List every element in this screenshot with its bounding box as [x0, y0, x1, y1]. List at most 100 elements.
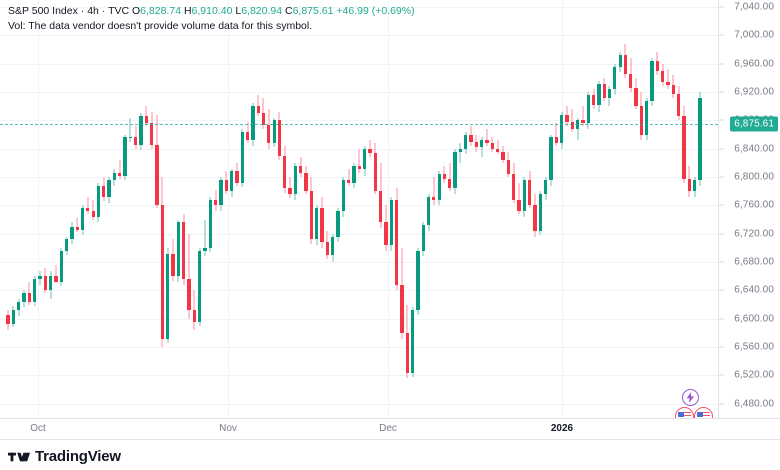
candlestick[interactable]: [16, 0, 21, 418]
time-axis[interactable]: Oct Nov Dec 2026: [0, 418, 780, 439]
price-axis[interactable]: 7,040.007,000.006,960.006,920.006,880.00…: [718, 0, 780, 418]
candlestick[interactable]: [197, 0, 202, 418]
candlestick[interactable]: [22, 0, 26, 418]
candlestick[interactable]: [347, 0, 351, 418]
candlestick[interactable]: [655, 0, 660, 418]
candlestick[interactable]: [677, 0, 681, 418]
candlestick[interactable]: [613, 0, 617, 418]
candlestick[interactable]: [453, 0, 457, 418]
candlestick[interactable]: [501, 0, 505, 418]
candlestick[interactable]: [586, 0, 590, 418]
candlestick[interactable]: [362, 0, 367, 418]
candlestick[interactable]: [480, 0, 484, 418]
candlestick[interactable]: [75, 0, 79, 418]
candlestick[interactable]: [666, 0, 670, 418]
candlestick[interactable]: [112, 0, 117, 418]
candlestick[interactable]: [213, 0, 218, 418]
candlestick[interactable]: [517, 0, 521, 418]
candlestick[interactable]: [597, 0, 601, 418]
candlestick[interactable]: [661, 0, 665, 418]
candlestick[interactable]: [155, 0, 159, 418]
economic-event-flag-badge-1[interactable]: [675, 407, 694, 418]
candlestick[interactable]: [570, 0, 574, 418]
candlestick[interactable]: [166, 0, 170, 418]
candlestick[interactable]: [245, 0, 250, 418]
candlestick[interactable]: [139, 0, 143, 418]
chart-plot-area[interactable]: [0, 0, 718, 418]
candlestick[interactable]: [639, 0, 644, 418]
candlestick[interactable]: [400, 0, 404, 418]
chart-legend[interactable]: S&P 500 Index · 4h · TVC O6,828.74 H6,91…: [8, 5, 415, 33]
candlestick[interactable]: [336, 0, 340, 418]
candlestick[interactable]: [240, 0, 244, 418]
candlestick[interactable]: [54, 0, 58, 418]
candlestick[interactable]: [448, 0, 452, 418]
candlestick[interactable]: [554, 0, 558, 418]
candlestick[interactable]: [150, 0, 154, 418]
candlestick[interactable]: [91, 0, 95, 418]
candlestick[interactable]: [437, 0, 441, 418]
candlestick[interactable]: [623, 0, 628, 418]
candlestick[interactable]: [64, 0, 69, 418]
candlestick[interactable]: [96, 0, 101, 418]
candlestick[interactable]: [182, 0, 186, 418]
candlestick[interactable]: [357, 0, 361, 418]
candlestick[interactable]: [693, 0, 697, 418]
candlestick[interactable]: [506, 0, 511, 418]
candlestick[interactable]: [559, 0, 564, 418]
current-price-tag[interactable]: 6,875.61: [730, 116, 778, 132]
candlestick[interactable]: [426, 0, 431, 418]
candlestick[interactable]: [256, 0, 260, 418]
candlestick[interactable]: [682, 0, 686, 418]
candlestick[interactable]: [134, 0, 138, 418]
candlestick[interactable]: [368, 0, 372, 418]
candlestick[interactable]: [421, 0, 425, 418]
candlestick[interactable]: [331, 0, 335, 418]
candlestick[interactable]: [171, 0, 175, 418]
candlestick[interactable]: [59, 0, 63, 418]
candlestick[interactable]: [416, 0, 420, 418]
candlestick[interactable]: [192, 0, 196, 418]
legend-symbol[interactable]: S&P 500 Index: [8, 5, 78, 17]
candlestick[interactable]: [38, 0, 42, 418]
candlestick[interactable]: [602, 0, 606, 418]
candlestick[interactable]: [261, 0, 266, 418]
candlestick[interactable]: [464, 0, 468, 418]
candlestick[interactable]: [634, 0, 638, 418]
candlestick[interactable]: [219, 0, 223, 418]
candlestick[interactable]: [384, 0, 388, 418]
candlestick[interactable]: [309, 0, 314, 418]
candlestick[interactable]: [80, 0, 85, 418]
candlestick[interactable]: [27, 0, 31, 418]
candlestick[interactable]: [528, 0, 532, 418]
candlestick[interactable]: [160, 0, 165, 418]
candlestick[interactable]: [442, 0, 447, 418]
candlestick[interactable]: [32, 0, 37, 418]
earnings-bolt-badge[interactable]: [682, 389, 699, 406]
candlestick[interactable]: [607, 0, 612, 418]
candlestick[interactable]: [533, 0, 537, 418]
candlestick[interactable]: [591, 0, 596, 418]
candlestick[interactable]: [629, 0, 633, 418]
candlestick[interactable]: [394, 0, 399, 418]
candlestick[interactable]: [575, 0, 580, 418]
candlestick[interactable]: [618, 0, 622, 418]
candlestick[interactable]: [320, 0, 324, 418]
candlestick[interactable]: [698, 0, 702, 418]
candlestick[interactable]: [86, 0, 90, 418]
legend-interval[interactable]: 4h: [87, 5, 99, 17]
economic-event-flag-badge-2[interactable]: [694, 407, 713, 418]
candlestick[interactable]: [128, 0, 133, 418]
candlestick[interactable]: [6, 0, 10, 418]
candlestick[interactable]: [267, 0, 271, 418]
candlestick[interactable]: [474, 0, 479, 418]
candlestick[interactable]: [581, 0, 585, 418]
candlestick[interactable]: [469, 0, 473, 418]
candlestick[interactable]: [512, 0, 516, 418]
candlestick[interactable]: [118, 0, 122, 418]
candlestick[interactable]: [650, 0, 654, 418]
candlestick[interactable]: [496, 0, 500, 418]
candlestick[interactable]: [299, 0, 303, 418]
candlestick[interactable]: [144, 0, 149, 418]
candlestick[interactable]: [288, 0, 292, 418]
